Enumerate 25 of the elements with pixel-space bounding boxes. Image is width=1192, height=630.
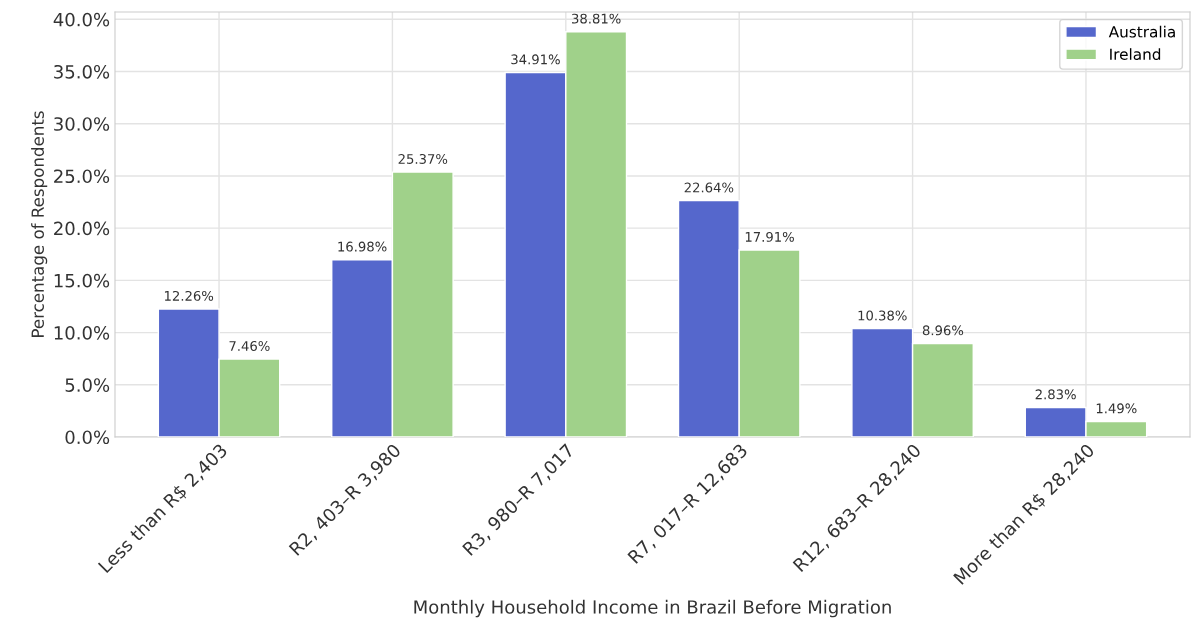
y-tick-label: 0.0% — [65, 430, 110, 445]
data-label: 2.83% — [1035, 389, 1076, 400]
data-label: 16.98% — [338, 241, 387, 252]
data-label: 12.26% — [164, 290, 214, 301]
x-axis-title: Monthly Household Income in Brazil Before Migration — [414, 599, 891, 618]
data-label: 8.96% — [922, 325, 964, 336]
y-tick-label: 15.0% — [54, 273, 110, 288]
legend-label: Australia — [1108, 25, 1175, 38]
y-tick-label: 10.0% — [54, 326, 110, 340]
data-label: 34.91% — [511, 54, 560, 65]
data-label: 22.64% — [684, 182, 734, 193]
y-tick-label: 25.0% — [54, 169, 110, 184]
data-label: 7.46% — [229, 341, 270, 351]
y-tick-label: 40.0% — [53, 12, 110, 27]
data-label: 10.38% — [858, 310, 907, 321]
y-tick-label: 30.0% — [54, 117, 110, 131]
data-label: 25.37% — [398, 153, 448, 164]
y-axis-title: Percentage of Respondents — [31, 111, 48, 337]
y-tick-label: 35.0% — [54, 64, 110, 79]
legend-label: Ireland — [1110, 48, 1161, 60]
data-label: 38.81% — [572, 13, 621, 24]
y-tick-label: 5.0% — [65, 378, 110, 392]
data-label: 17.91% — [745, 231, 794, 242]
data-label: 1.49% — [1096, 403, 1137, 414]
y-tick-label: 20.0% — [54, 221, 110, 236]
